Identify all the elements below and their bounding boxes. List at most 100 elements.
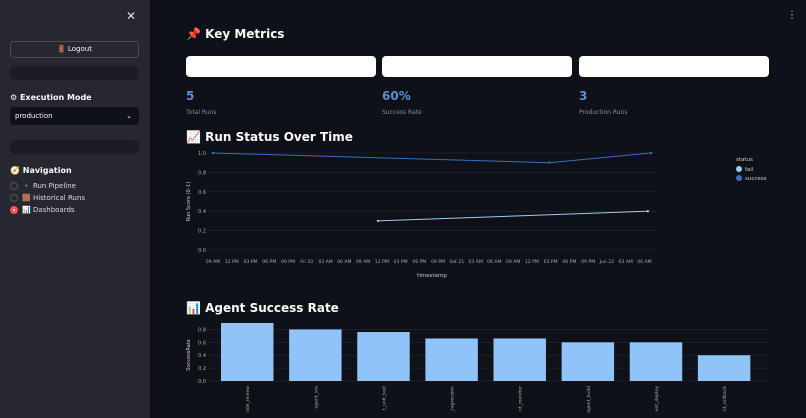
data-point-fail — [646, 210, 650, 213]
y-axis-label: Run Score (0–1) — [186, 182, 192, 222]
nav-label: 📊 Dashboards — [22, 206, 75, 214]
legend-swatch-fail — [736, 166, 742, 172]
y-tick-label: 1.0 — [198, 151, 206, 157]
bar-nt_monitor — [493, 338, 546, 381]
x-tick-label: 09 PM — [431, 259, 445, 265]
radio-icon[interactable] — [10, 182, 18, 190]
y-tick-label: 0.6 — [198, 340, 206, 346]
bar-ent_deploy — [629, 342, 683, 381]
execution-mode-heading: ⚙ Execution Mode — [10, 93, 92, 102]
y-tick-label: 0.8 — [198, 327, 206, 333]
x-tick-label: Sat 21 — [449, 259, 464, 265]
legend-swatch-success — [736, 175, 742, 181]
logout-button[interactable]: 🚪 Logout — [10, 41, 139, 58]
navigation-label: Navigation — [22, 166, 72, 175]
y-tick-label: 0.0 — [198, 379, 206, 385]
x-tick-label: _regression — [450, 386, 456, 413]
radio-selected-icon[interactable] — [10, 206, 18, 214]
more-menu-icon[interactable]: ⋮ — [787, 10, 797, 21]
metric-production-runs-label: Production Runs — [579, 109, 628, 116]
y-tick-label: 0.0 — [198, 248, 206, 254]
metric-total-runs-value: 5 — [186, 89, 195, 103]
x-tick-label: 03 PM — [544, 259, 558, 265]
data-point-success — [649, 151, 653, 155]
y-axis-label: SuccessRate — [186, 339, 192, 371]
metric-total-runs-label: Total Runs — [186, 109, 217, 116]
agent-success-title: 📊 Agent Success Rate — [186, 301, 339, 315]
nav-label: 🔹 Run Pipeline — [22, 182, 76, 190]
nav-historical-runs[interactable]: 🟫 Historical Runs — [10, 194, 85, 202]
nav-dashboards[interactable]: 📊 Dashboards — [10, 206, 75, 214]
y-tick-label: 0.4 — [198, 209, 206, 215]
metric-production-runs-value: 3 — [579, 89, 588, 103]
legend-label-fail: fail — [745, 167, 754, 173]
x-tick-label: nt_monitor — [518, 386, 524, 411]
execution-mode-select[interactable]: production ⌄ — [10, 107, 139, 125]
x-tick-label: 12 PM — [225, 259, 239, 265]
navigation-heading: 🧭 Navigation — [10, 166, 72, 175]
x-tick-label: ode_review — [245, 386, 251, 412]
key-metrics-title: 📌 Key Metrics — [186, 27, 285, 41]
x-tick-label: 03 PM — [243, 259, 257, 265]
x-tick-label: agent_build — [586, 386, 592, 413]
empty-placeholder — [10, 66, 139, 80]
run-status-title: 📈 Run Status Over Time — [186, 130, 353, 144]
x-tick-label: 03 AM — [618, 259, 632, 265]
x-tick-label: Jun 22 — [599, 259, 615, 265]
x-tick-label: 06 PM — [412, 259, 426, 265]
y-tick-label: 0.8 — [198, 170, 206, 176]
x-tick-label: 09 PM — [281, 259, 295, 265]
close-sidebar-icon[interactable]: ✕ — [126, 9, 137, 23]
bar-t_unit_test — [357, 332, 410, 381]
y-tick-label: 0.6 — [198, 190, 206, 196]
x-tick-label: 06 PM — [262, 259, 276, 265]
bar-_regression — [425, 338, 478, 381]
x-tick-label: t_unit_test — [381, 386, 387, 410]
execution-mode-value: production — [15, 112, 53, 120]
x-tick-label: 09 AM — [506, 259, 520, 265]
legend-title: status — [736, 157, 753, 163]
bar-nt_rollback — [697, 355, 751, 381]
empty-placeholder — [10, 140, 139, 154]
agent-success-chart: 0.0 0.2 0.4 0.6 0.8 SuccessRate ode_review agen… — [186, 323, 768, 413]
bar-ode_review — [221, 323, 274, 381]
bar-agent_sre — [289, 329, 342, 381]
x-tick-label: 06 AM — [487, 259, 501, 265]
sidebar: ✕ 🚪 Logout ⚙ Execution Mode production ⌄ … — [0, 0, 150, 418]
data-point-success — [548, 161, 551, 164]
x-tick-label: 03 PM — [394, 259, 408, 265]
bar-agent_build — [561, 342, 615, 381]
x-tick-label: 12 PM — [525, 259, 539, 265]
legend-label-success: success — [745, 176, 767, 182]
radio-icon[interactable] — [10, 194, 18, 202]
gear-icon: ⚙ — [10, 93, 20, 102]
x-tick-label: agent_sre — [313, 386, 319, 409]
metric-card — [579, 56, 769, 77]
y-tick-label: 0.4 — [198, 353, 206, 359]
metric-success-rate-label: Success Rate — [382, 109, 422, 116]
data-point-success — [211, 151, 215, 155]
run-status-chart: 0.0 0.2 0.4 0.6 0.8 1.0 09 AM 12 PM 03 PM 06 PM 09… — [186, 151, 767, 279]
x-tick-label: 06 PM — [562, 259, 576, 265]
x-tick-label: Fri 20 — [300, 259, 313, 265]
nav-run-pipeline[interactable]: 🔹 Run Pipeline — [10, 182, 76, 190]
series-line-fail — [378, 210, 648, 222]
data-point-fail — [376, 219, 380, 223]
x-tick-label: 12 PM — [375, 259, 389, 265]
x-tick-label: 06 AM — [337, 259, 351, 265]
x-axis-label: timestamp — [417, 273, 447, 279]
x-tick-label: 03 AM — [318, 259, 332, 265]
x-tick-label: nt_rollback — [722, 386, 728, 411]
metric-success-rate-value: 60% — [382, 89, 411, 103]
x-tick-label: 09 AM — [356, 259, 370, 265]
x-tick-label: 09 PM — [581, 259, 595, 265]
y-tick-label: 0.2 — [198, 229, 206, 235]
x-tick-label: ent_deploy — [654, 386, 660, 412]
metric-card — [186, 56, 376, 77]
nav-label: 🟫 Historical Runs — [22, 194, 86, 202]
series-line-success — [212, 152, 652, 164]
execution-mode-label: Execution Mode — [19, 93, 92, 102]
x-tick-label: 03 AM — [468, 259, 482, 265]
x-tick-label: 09 AM — [206, 259, 220, 265]
metric-card — [382, 56, 572, 77]
